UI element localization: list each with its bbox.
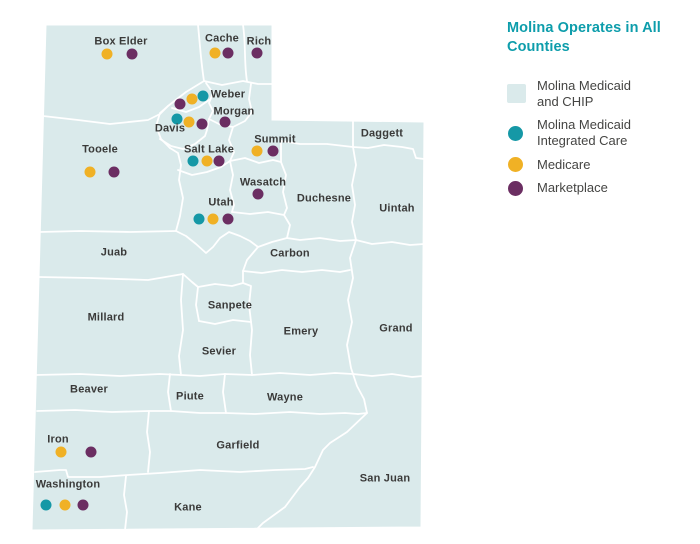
county-borders [34,24,425,531]
utah-county-map: Box Elder Cache Rich Weber Morgan Davis Summit… [31,24,425,531]
county-label-millard: Millard [87,311,125,324]
marketplace-dot-morgan [219,116,231,128]
county-label-grand: Grand [379,322,413,335]
county-label-weber: Weber [210,88,246,101]
marketplace-dot-tooele [108,166,120,178]
medicare-dot-weber [186,93,198,105]
county-label-juab: Juab [100,246,128,259]
marketplace-dot-iron [85,446,97,458]
county-label-garfield: Garfield [216,439,260,452]
county-label-carbon: Carbon [270,247,310,260]
county-label-sevier: Sevier [201,345,237,358]
county-label-box-elder: Box Elder [94,35,148,48]
integrated_care-dot-weber [197,90,209,102]
marketplace-dot-utah [222,213,234,225]
utah-state-shape [31,24,425,531]
marketplace-dot-wasatch [252,188,264,200]
county-label-cache: Cache [204,32,240,45]
county-label-wayne: Wayne [266,391,304,404]
legend-items: Molina Medicaid and CHIP Molina Medicaid … [507,78,689,196]
county-label-beaver: Beaver [70,383,108,396]
medicare-dot-washington [59,499,71,511]
county-label-daggett: Daggett [360,127,404,140]
county-label-piute: Piute [176,390,204,403]
marketplace-dot-summit [267,145,279,157]
marketplace-dot-weber [174,98,186,110]
medicare-dot-tooele [84,166,96,178]
marketplace-dot-salt-lake [213,155,225,167]
county-label-kane: Kane [174,501,202,514]
medicaid_chip-swatch-square-icon [507,84,526,104]
marketplace-dot-box-elder [126,48,138,60]
integrated_care-dot-utah [193,213,205,225]
marketplace-swatch-circle-icon [508,180,523,196]
county-label-sanpete: Sanpete [207,299,253,312]
medicare-dot-salt-lake [201,155,213,167]
legend-item-label: Molina Medicaid and CHIP [537,78,631,109]
medicare-dot-box-elder [101,48,113,60]
integrated_care-dot-davis [171,113,183,125]
medicare-dot-cache [209,47,221,59]
medicare-dot-davis [183,116,195,128]
program-dots-layer [40,47,279,511]
county-label-morgan: Morgan [213,105,255,118]
legend-item-label: Medicare [537,156,591,172]
medicare-swatch-circle-icon [508,156,523,172]
medicare-dot-utah [207,213,219,225]
county-label-salt-lake: Salt Lake [183,143,235,156]
integrated_care-dot-salt-lake [187,155,199,167]
legend-item-medicare: Medicare [507,157,689,173]
legend-item-integrated_care: Molina Medicaid Integrated Care [507,117,689,148]
legend-item-medicaid_chip: Molina Medicaid and CHIP [507,78,689,109]
county-label-san-juan: San Juan [359,472,411,485]
legend-item-label: Marketplace [537,180,608,196]
marketplace-dot-rich [251,47,263,59]
county-label-tooele: Tooele [82,143,118,156]
legend-item-label: Molina Medicaid Integrated Care [537,117,631,149]
county-label-utah: Utah [208,196,234,209]
county-label-washington: Washington [35,478,101,491]
marketplace-dot-cache [222,47,234,59]
legend-title: Molina Operates in All Counties [507,20,661,56]
integrated_care-swatch-circle-icon [508,125,523,141]
marketplace-dot-washington [77,499,89,511]
county-label-rich: Rich [246,35,272,48]
medicare-dot-iron [55,446,67,458]
medicare-dot-summit [251,145,263,157]
county-label-summit: Summit [254,133,296,146]
county-label-emery: Emery [283,325,319,338]
county-label-wasatch: Wasatch [239,176,287,189]
legend-item-marketplace: Marketplace [507,180,689,196]
marketplace-dot-davis [196,118,208,130]
county-label-iron: Iron [47,433,69,446]
county-label-uintah: Uintah [379,202,415,215]
legend: Molina Operates in All Counties Molina M… [507,19,689,204]
integrated_care-dot-washington [40,499,52,511]
county-label-duchesne: Duchesne [296,192,352,205]
county-label-davis: Davis [154,122,186,135]
